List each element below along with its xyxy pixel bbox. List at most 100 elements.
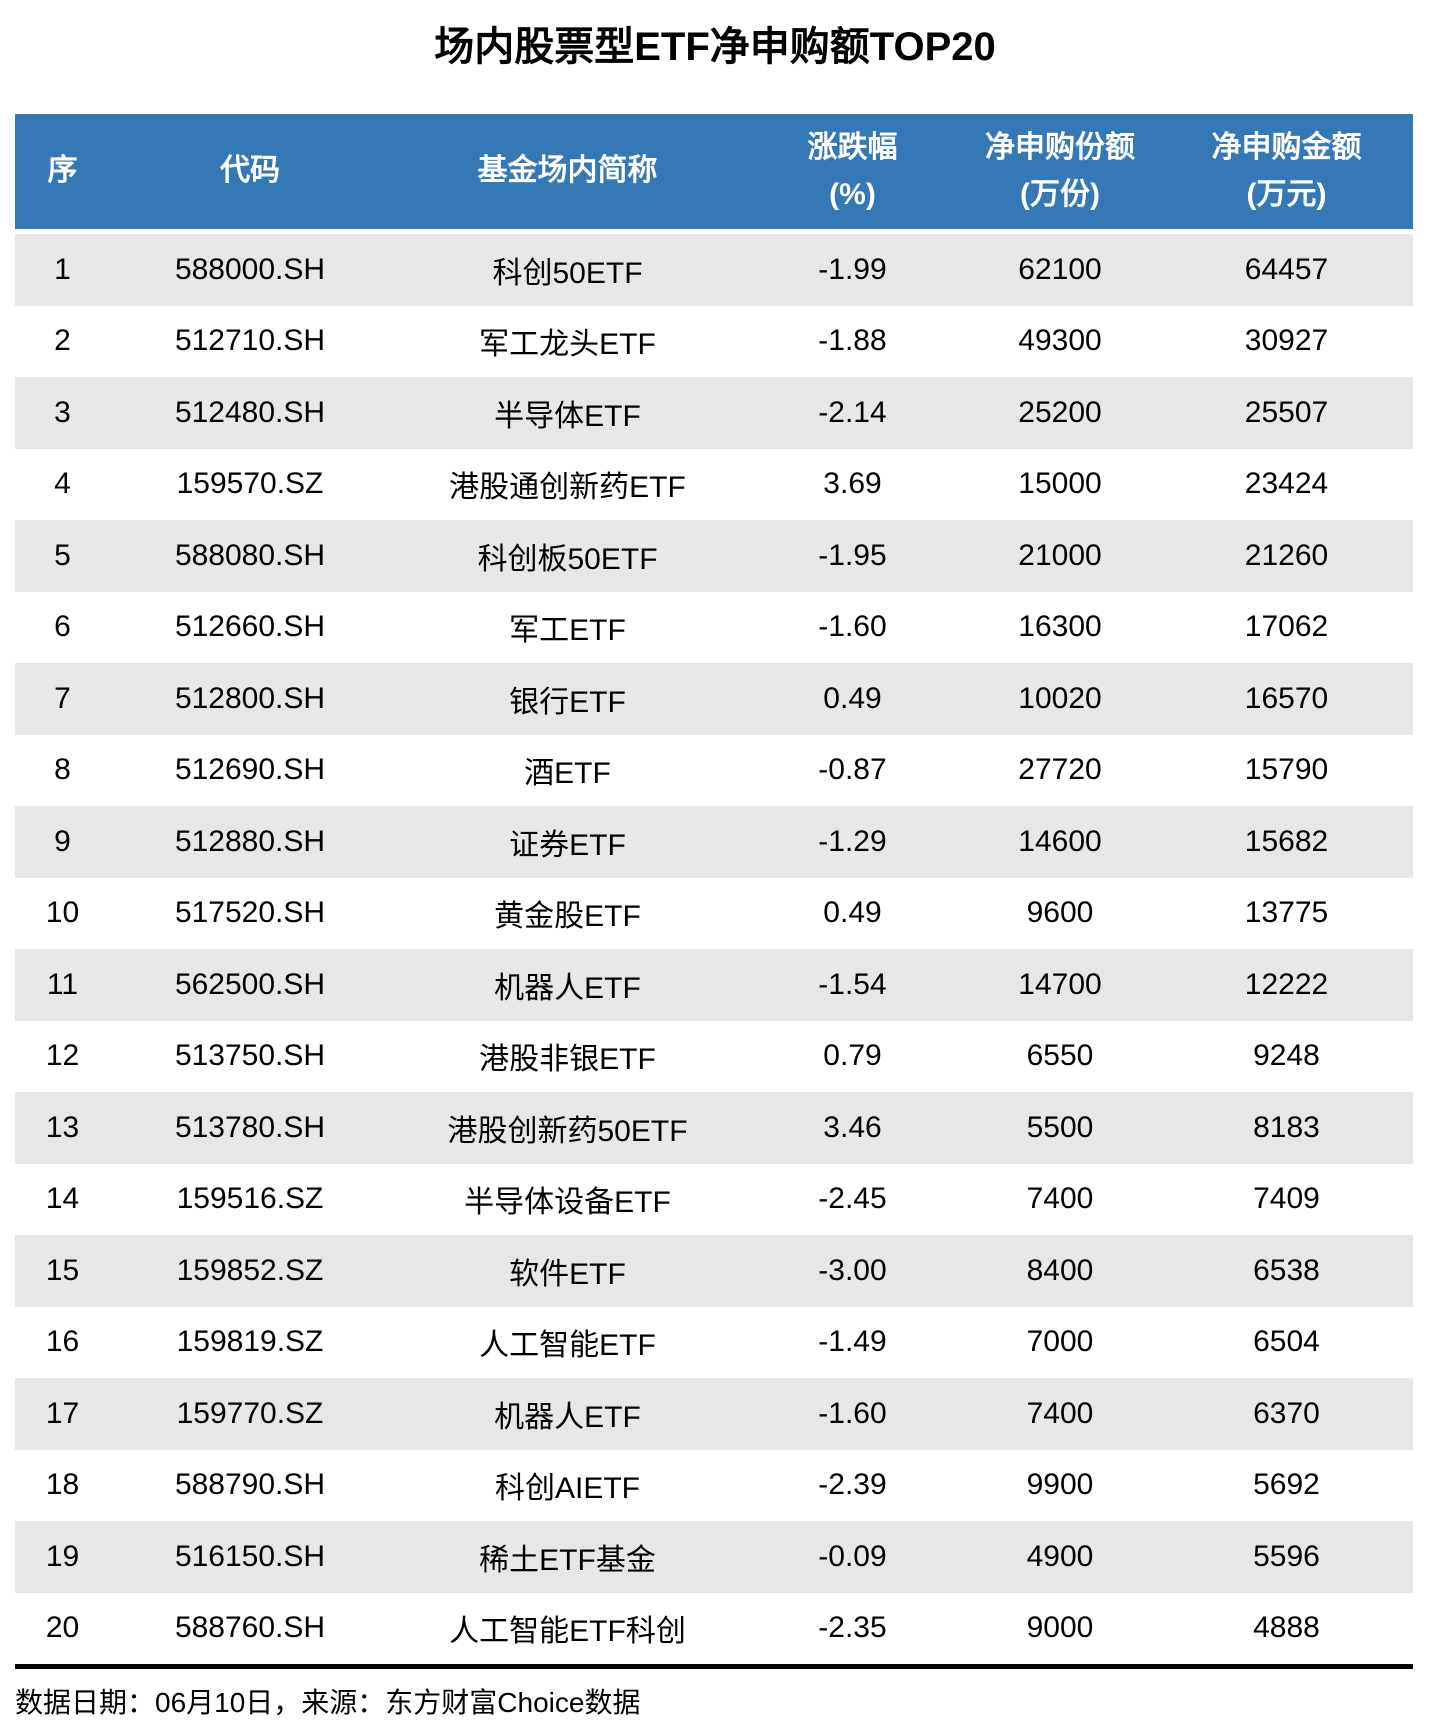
- cell-code: 159770.SZ: [176, 1396, 324, 1430]
- table-header-row: 序代码 基金场内简称 涨跌幅 (%) 净申购份额 (万份) 净申购金额 (万元): [15, 114, 1413, 234]
- cell-net-shares: 5500: [1026, 1110, 1094, 1144]
- cell-change-pct: 0.49: [823, 681, 882, 715]
- col-header-name: 基金场内简称: [390, 114, 745, 234]
- cell-rank: 3: [54, 395, 71, 429]
- cell-code: 512480.SH: [174, 395, 326, 429]
- table-row: 2 512710.SH 军工龙头ETF -1.88 49300 30927: [15, 306, 1413, 378]
- cell-code: 159516.SZ: [176, 1182, 324, 1216]
- cell-change-pct: -1.60: [818, 610, 887, 644]
- cell-name: 酒ETF: [524, 757, 611, 791]
- cell-code: 588760.SH: [174, 1611, 326, 1645]
- table-row: 6 512660.SH 军工ETF -1.60 16300 17062: [15, 592, 1413, 664]
- cell-rank: 1: [54, 252, 71, 286]
- col-header-net-amount: 净申购金额 (万元): [1160, 114, 1413, 234]
- table-row: 12 513750.SH 港股非银ETF 0.79 6550 9248: [15, 1021, 1413, 1093]
- cell-name: 人工智能ETF科创: [449, 1615, 686, 1649]
- cell-code: 159852.SZ: [176, 1253, 324, 1287]
- cell-net-amount: 6504: [1253, 1325, 1320, 1359]
- cell-name: 港股创新药50ETF: [447, 1114, 688, 1148]
- cell-code: 517520.SH: [174, 896, 326, 930]
- cell-code: 512660.SH: [174, 610, 326, 644]
- cell-code: 159570.SZ: [176, 467, 324, 501]
- cell-name: 人工智能ETF: [479, 1329, 656, 1363]
- cell-net-shares: 9000: [1026, 1611, 1094, 1645]
- cell-name: 半导体设备ETF: [464, 1186, 671, 1220]
- cell-rank: 15: [45, 1253, 80, 1287]
- cell-net-shares: 62100: [1018, 252, 1102, 286]
- cell-change-pct: -1.60: [818, 1396, 887, 1430]
- cell-net-shares: 10020: [1018, 681, 1102, 715]
- table-header: 序代码 基金场内简称 涨跌幅 (%) 净申购份额 (万份) 净申购金额 (万元): [15, 114, 1413, 234]
- table-row: 5 588080.SH 科创板50ETF -1.95 21000 21260: [15, 520, 1413, 592]
- cell-change-pct: -1.88: [818, 324, 887, 358]
- cell-name: 机器人ETF: [494, 971, 641, 1005]
- cell-name: 银行ETF: [509, 685, 626, 719]
- cell-code: 516150.SH: [174, 1539, 326, 1573]
- cell-code: 512690.SH: [174, 753, 326, 787]
- cell-net-shares: 15000: [1018, 467, 1102, 501]
- col-header-net-shares: 净申购份额 (万份): [960, 114, 1160, 234]
- cell-net-amount: 25507: [1244, 395, 1329, 429]
- cell-name: 稀土ETF基金: [479, 1543, 656, 1577]
- cell-name: 半导体ETF: [494, 399, 641, 433]
- cell-net-shares: 7400: [1026, 1182, 1094, 1216]
- table-row: 4 159570.SZ 港股通创新药ETF 3.69 15000 23424: [15, 449, 1413, 521]
- table-row: 14 159516.SZ 半导体设备ETF -2.45 7400 7409: [15, 1164, 1413, 1236]
- table-row: 7 512800.SH 银行ETF 0.49 10020 16570: [15, 663, 1413, 735]
- table-row: 16 159819.SZ 人工智能ETF -1.49 7000 6504: [15, 1307, 1413, 1379]
- cell-code: 588000.SH: [174, 252, 326, 286]
- cell-net-amount: 23424: [1244, 467, 1329, 501]
- cell-net-amount: 5596: [1253, 1539, 1320, 1573]
- cell-net-amount: 6370: [1253, 1396, 1320, 1430]
- page-title: 场内股票型ETF净申购额TOP20: [434, 25, 996, 69]
- cell-name: 软件ETF: [509, 1257, 626, 1291]
- cell-name: 军工龙头ETF: [479, 328, 656, 362]
- cell-net-shares: 4900: [1026, 1539, 1094, 1573]
- cell-name: 科创50ETF: [492, 256, 643, 290]
- cell-name: 科创板50ETF: [477, 542, 658, 576]
- table-row: 18 588790.SH 科创AIETF -2.39 9900 5692: [15, 1450, 1413, 1522]
- table-row: 10 517520.SH 黄金股ETF 0.49 9600 13775: [15, 878, 1413, 950]
- cell-change-pct: -2.14: [818, 395, 887, 429]
- cell-change-pct: -1.95: [818, 538, 887, 572]
- cell-net-shares: 6550: [1026, 1039, 1094, 1073]
- table-row: 8 512690.SH 酒ETF -0.87 27720 15790: [15, 735, 1413, 807]
- cell-change-pct: -1.99: [818, 252, 887, 286]
- cell-net-amount: 16570: [1244, 681, 1329, 715]
- cell-net-shares: 14700: [1018, 967, 1102, 1001]
- cell-change-pct: -0.09: [818, 1539, 887, 1573]
- cell-code: 588080.SH: [174, 538, 326, 572]
- cell-net-shares: 9600: [1026, 896, 1094, 930]
- footer-divider: [15, 1664, 1413, 1669]
- cell-code: 513750.SH: [174, 1039, 326, 1073]
- cell-net-shares: 7400: [1026, 1396, 1094, 1430]
- cell-name: 军工ETF: [509, 614, 626, 648]
- cell-net-shares: 21000: [1018, 538, 1102, 572]
- col-header-change-pct: 涨跌幅 (%): [745, 114, 960, 234]
- cell-net-shares: 7000: [1026, 1325, 1094, 1359]
- cell-rank: 9: [54, 824, 71, 858]
- cell-net-amount: 17062: [1244, 610, 1329, 644]
- cell-net-amount: 5692: [1253, 1468, 1320, 1502]
- cell-rank: 20: [45, 1611, 80, 1645]
- cell-code: 588790.SH: [174, 1468, 326, 1502]
- cell-change-pct: -1.54: [818, 967, 887, 1001]
- cell-name: 港股通创新药ETF: [449, 471, 686, 505]
- cell-change-pct: -0.87: [818, 753, 887, 787]
- data-source-note: 数据日期：06月10日，来源：东方财富Choice数据: [15, 1687, 641, 1718]
- cell-name: 黄金股ETF: [494, 900, 641, 934]
- cell-net-shares: 49300: [1018, 324, 1102, 358]
- cell-change-pct: -2.35: [818, 1611, 887, 1645]
- cell-net-amount: 64457: [1244, 252, 1329, 286]
- cell-rank: 14: [45, 1182, 80, 1216]
- cell-change-pct: -3.00: [818, 1253, 887, 1287]
- cell-rank: 18: [45, 1468, 80, 1502]
- table-row: 20 588760.SH 人工智能ETF科创 -2.35 9000 4888: [15, 1593, 1413, 1665]
- cell-net-shares: 14600: [1018, 824, 1102, 858]
- cell-code: 512800.SH: [174, 681, 326, 715]
- cell-net-amount: 7409: [1253, 1182, 1320, 1216]
- cell-net-amount: 4888: [1253, 1611, 1320, 1645]
- cell-code: 159819.SZ: [176, 1325, 324, 1359]
- cell-code: 513780.SH: [174, 1110, 326, 1144]
- cell-code: 512880.SH: [174, 824, 326, 858]
